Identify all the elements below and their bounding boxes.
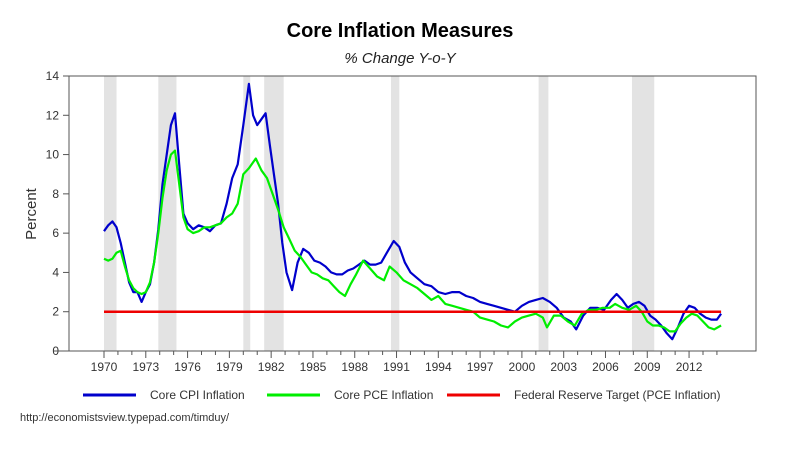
- recession-band: [631, 76, 655, 351]
- series-line-core-pce-inflation: [103, 149, 722, 333]
- x-tick-label: 2000: [509, 360, 536, 374]
- x-tick-label: 1979: [216, 360, 243, 374]
- y-tick-label: 10: [46, 148, 60, 162]
- recession-band: [158, 76, 177, 351]
- y-tick-label: 12: [46, 108, 60, 122]
- x-tick-label: 1994: [425, 360, 452, 374]
- chart-title: Core Inflation Measures: [286, 20, 514, 42]
- x-tick-label: 2012: [676, 360, 703, 374]
- y-tick-label: 8: [52, 187, 59, 201]
- legend-label: Core CPI Inflation: [150, 388, 245, 402]
- recession-bands: [104, 76, 655, 351]
- y-tick-label: 14: [46, 69, 60, 83]
- recession-band: [243, 76, 251, 351]
- legend-label: Core PCE Inflation: [334, 388, 433, 402]
- x-tick-label: 1985: [300, 360, 327, 374]
- y-tick-label: 6: [52, 226, 59, 240]
- series-lines: [103, 82, 722, 341]
- x-tick-label: 1973: [132, 360, 159, 374]
- recession-band: [390, 76, 400, 351]
- series-line-core-cpi-inflation: [103, 82, 722, 341]
- y-tick-label: 2: [52, 305, 59, 319]
- y-axis-label: Percent: [23, 187, 40, 240]
- x-tick-label: 2003: [550, 360, 577, 374]
- x-tick-label: 1997: [467, 360, 494, 374]
- legend: Core CPI Inflation Core PCE Inflation Fede…: [83, 388, 721, 402]
- x-tick-label: 2006: [592, 360, 619, 374]
- chart-subtitle: % Change Y-o-Y: [344, 50, 456, 67]
- x-tick-label: 1991: [383, 360, 410, 374]
- y-tick-label: 4: [52, 265, 59, 279]
- source-url: http://economistsview.typepad.com/timduy…: [20, 412, 230, 424]
- recession-band: [538, 76, 549, 351]
- x-tick-label: 1982: [258, 360, 285, 374]
- x-tick-label: 1970: [91, 360, 118, 374]
- x-axis: 1970 1973 1976 1979 1982 1985 1988 1991 1994 1997…: [54, 350, 756, 374]
- x-tick-label: 1988: [341, 360, 368, 374]
- x-tick-label: 2009: [634, 360, 661, 374]
- legend-label: Federal Reserve Target (PCE Inflation): [514, 388, 721, 402]
- x-tick-label: 1976: [174, 360, 201, 374]
- recession-band: [104, 76, 117, 351]
